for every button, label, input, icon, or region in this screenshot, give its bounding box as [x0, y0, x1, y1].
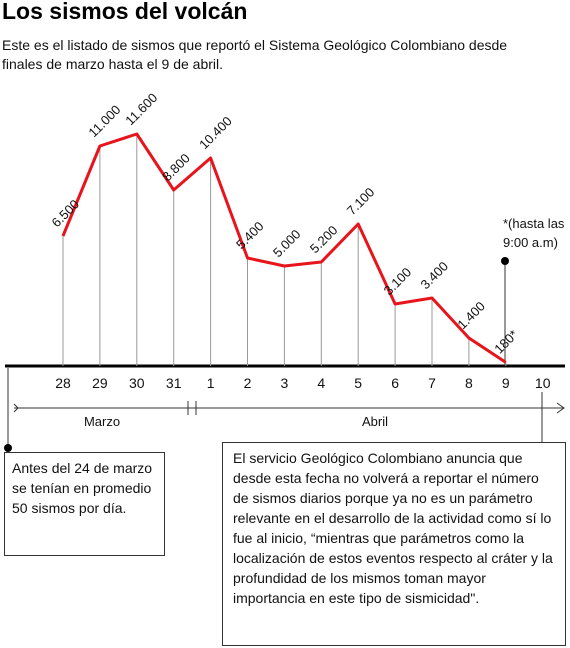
data-label: 3.100 — [381, 265, 415, 299]
data-label: 5.400 — [233, 219, 267, 253]
arrow — [13, 403, 19, 413]
x-tick-label: 9 — [502, 375, 510, 391]
data-label: 7.100 — [344, 185, 378, 219]
x-tick-label: 30 — [129, 375, 145, 391]
x-tick-label: 1 — [207, 375, 215, 391]
x-tick-label: 2 — [244, 375, 252, 391]
x-tick-label: 6 — [391, 375, 399, 391]
month-label: Abril — [362, 414, 388, 429]
dot — [4, 444, 12, 452]
data-label: 10.400 — [196, 113, 235, 152]
dot — [501, 257, 509, 265]
x-tick-label: 3 — [281, 375, 289, 391]
data-label: 1.400 — [454, 299, 488, 333]
month-label: Marzo — [84, 414, 120, 429]
data-label: 5.000 — [270, 227, 304, 261]
chart-title: Los sismos del volcán — [2, 0, 248, 24]
chart-subtitle: Este es el listado de sismos que reportó… — [2, 37, 508, 72]
data-label: 11.600 — [122, 90, 160, 128]
x-tick-label: 4 — [317, 375, 325, 391]
note-box: Antes del 24 de marzo se tenían en prome… — [4, 452, 165, 556]
series-line — [61, 132, 507, 364]
x-tick-label: 5 — [354, 375, 362, 391]
data-label: 3.400 — [418, 259, 452, 293]
x-tick-label: 7 — [428, 375, 436, 391]
data-label: 5.200 — [307, 223, 341, 257]
x-tick-label: 31 — [166, 375, 182, 391]
annotation: 9:00 a.m) — [503, 235, 558, 250]
data-label: 180* — [491, 327, 521, 357]
x-tick-label: 28 — [55, 375, 71, 391]
data-label: 11.000 — [85, 102, 123, 140]
arrow — [556, 402, 565, 414]
x-tick-label: 29 — [92, 375, 108, 391]
x-tick-label: 8 — [465, 375, 473, 391]
x-tick-label: 10 — [535, 375, 551, 391]
note-box: El servicio Geológico Colombiano anuncia… — [222, 442, 566, 646]
annotation: *(hasta las — [503, 216, 565, 231]
